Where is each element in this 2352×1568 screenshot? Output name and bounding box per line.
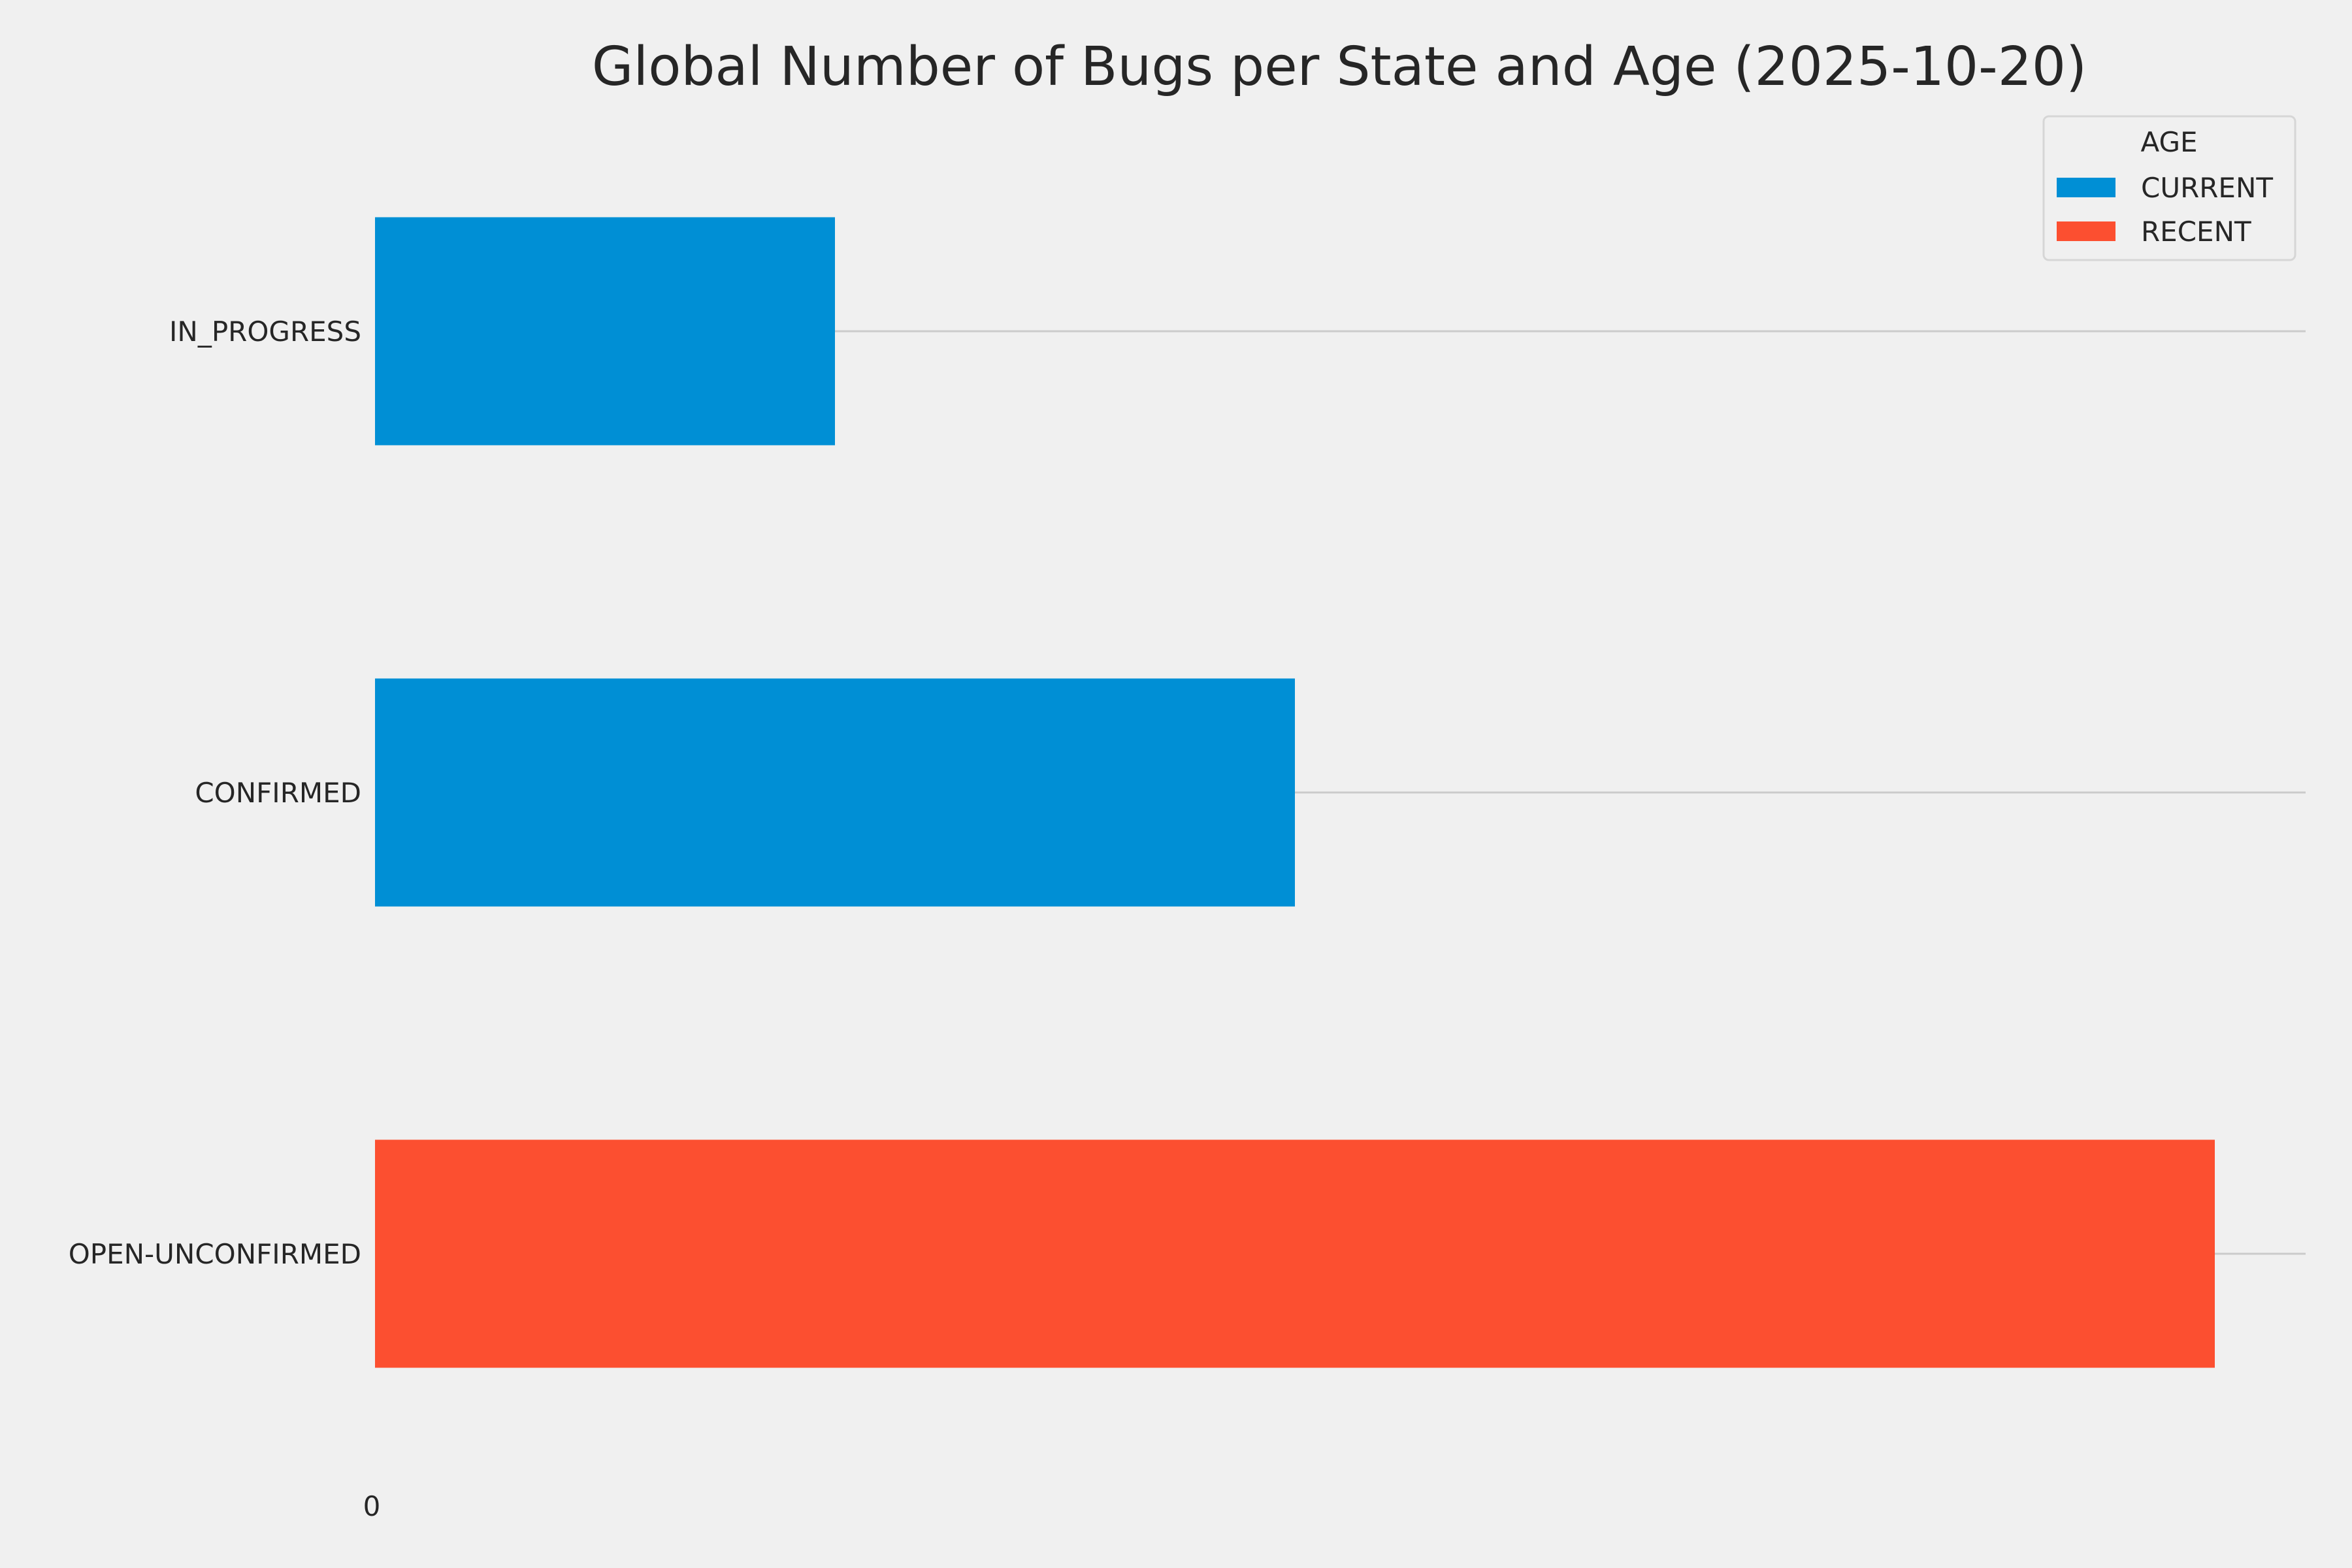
y-tick-label: IN_PROGRESS — [169, 316, 361, 348]
legend-swatch — [2057, 221, 2115, 241]
legend-title: AGE — [2140, 126, 2197, 158]
bar-current-confirmed — [375, 678, 1295, 907]
x-tick-label: 0 — [363, 1490, 381, 1522]
bar-recent-open-unconfirmed — [375, 1139, 2215, 1368]
legend-label: CURRENT — [2141, 172, 2273, 204]
legend-swatch — [2057, 178, 2115, 197]
y-tick-labels: IN_PROGRESS CONFIRMED OPEN-UNCONFIRMED — [69, 316, 361, 1270]
y-tick-label: OPEN-UNCONFIRMED — [69, 1238, 361, 1270]
bars — [375, 217, 2215, 1368]
legend: AGE CURRENT RECENT — [2042, 115, 2296, 261]
x-tick-labels: 0 — [363, 1490, 381, 1522]
y-tick-label: CONFIRMED — [195, 777, 361, 809]
bar-current-in_progress — [375, 217, 835, 446]
legend-label: RECENT — [2141, 216, 2251, 248]
chart-title: Global Number of Bugs per State and Age … — [592, 36, 2087, 98]
